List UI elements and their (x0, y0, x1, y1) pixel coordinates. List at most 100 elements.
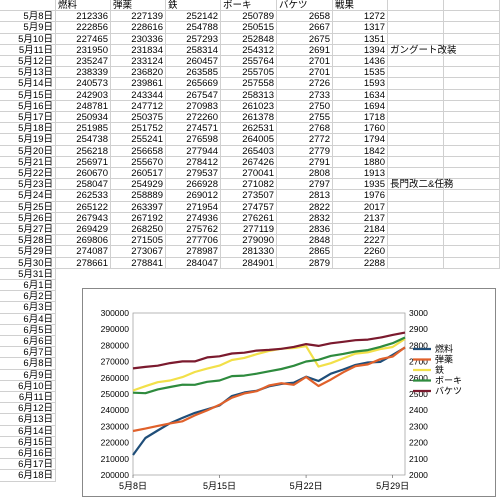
value-cell[interactable]: 257293 (166, 33, 221, 45)
value-cell[interactable]: 2832 (277, 212, 333, 224)
value-cell[interactable]: 263585 (166, 67, 221, 79)
value-cell[interactable]: 252142 (166, 11, 221, 23)
date-cell[interactable]: 5月19日 (0, 134, 56, 146)
note-cell[interactable]: ガングート改装 (388, 44, 457, 56)
value-cell[interactable]: 271954 (166, 201, 221, 213)
date-cell[interactable]: 6月8日 (0, 358, 56, 370)
value-cell[interactable]: 2260 (333, 246, 388, 258)
value-cell[interactable]: 265122 (56, 201, 111, 213)
value-cell[interactable]: 251985 (56, 123, 111, 135)
value-cell[interactable]: 250934 (56, 112, 111, 124)
date-cell[interactable]: 5月31日 (0, 268, 56, 280)
value-cell[interactable]: 2288 (333, 257, 388, 269)
note-cell[interactable] (388, 22, 444, 34)
value-cell[interactable]: 1593 (333, 78, 388, 90)
value-cell[interactable]: 2675 (277, 33, 333, 45)
value-cell[interactable]: 269806 (56, 235, 111, 247)
value-cell[interactable]: 256971 (56, 156, 111, 168)
value-cell[interactable]: 264005 (221, 134, 277, 146)
note-cell[interactable] (388, 33, 444, 45)
value-cell[interactable]: 2808 (277, 168, 333, 180)
value-cell[interactable]: 262531 (221, 123, 277, 135)
value-cell[interactable]: 267547 (166, 89, 221, 101)
empty-cell[interactable] (444, 168, 500, 180)
value-cell[interactable]: 270041 (221, 168, 277, 180)
value-cell[interactable]: 2768 (277, 123, 333, 135)
value-cell[interactable]: 258047 (56, 179, 111, 191)
value-cell[interactable]: 2701 (277, 67, 333, 79)
value-cell[interactable]: 275762 (166, 224, 221, 236)
empty-cell[interactable] (444, 100, 500, 112)
value-cell[interactable]: 257558 (221, 78, 277, 90)
value-cell[interactable]: 271505 (111, 235, 166, 247)
date-cell[interactable]: 6月7日 (0, 347, 56, 359)
empty-cell[interactable] (444, 201, 500, 213)
date-cell[interactable]: 6月3日 (0, 302, 56, 314)
date-cell[interactable]: 6月12日 (0, 403, 56, 415)
date-cell[interactable]: 5月28日 (0, 235, 56, 247)
value-cell[interactable]: 2772 (277, 134, 333, 146)
value-cell[interactable]: 267192 (111, 212, 166, 224)
value-cell[interactable]: 1272 (333, 11, 388, 23)
value-cell[interactable]: 265403 (221, 145, 277, 157)
value-cell[interactable]: 233124 (111, 56, 166, 68)
value-cell[interactable]: 250515 (221, 22, 277, 34)
value-cell[interactable]: 273507 (221, 190, 277, 202)
header-cell[interactable] (444, 0, 500, 12)
value-cell[interactable]: 1935 (333, 179, 388, 191)
empty-cell[interactable] (444, 134, 500, 146)
value-cell[interactable]: 277706 (166, 235, 221, 247)
date-cell[interactable]: 5月17日 (0, 112, 56, 124)
value-cell[interactable]: 2836 (277, 224, 333, 236)
value-cell[interactable]: 254312 (221, 44, 277, 56)
value-cell[interactable]: 276261 (221, 212, 277, 224)
value-cell[interactable]: 1634 (333, 89, 388, 101)
date-cell[interactable]: 6月16日 (0, 448, 56, 460)
value-cell[interactable]: 2750 (277, 100, 333, 112)
empty-cell[interactable] (444, 246, 500, 258)
value-cell[interactable]: 272260 (166, 112, 221, 124)
value-cell[interactable]: 2755 (277, 112, 333, 124)
value-cell[interactable]: 263397 (111, 201, 166, 213)
note-cell[interactable] (388, 212, 444, 224)
value-cell[interactable]: 2726 (277, 78, 333, 90)
line-chart[interactable]: 200000 210000 220000 230000 240000 250000 2600… (82, 288, 496, 497)
empty-cell[interactable] (444, 56, 500, 68)
date-cell[interactable]: 6月10日 (0, 380, 56, 392)
value-cell[interactable]: 1394 (333, 44, 388, 56)
date-cell[interactable]: 6月17日 (0, 459, 56, 471)
date-cell[interactable]: 5月20日 (0, 145, 56, 157)
note-cell[interactable] (388, 67, 444, 79)
note-cell[interactable] (388, 78, 444, 90)
date-cell[interactable]: 5月9日 (0, 22, 56, 34)
date-cell[interactable]: 5月26日 (0, 212, 56, 224)
value-cell[interactable]: 251752 (111, 123, 166, 135)
value-cell[interactable]: 1718 (333, 112, 388, 124)
note-cell[interactable]: 長門改二&任務 (388, 179, 454, 191)
value-cell[interactable]: 269429 (56, 224, 111, 236)
value-cell[interactable]: 271082 (221, 179, 277, 191)
note-cell[interactable] (388, 89, 444, 101)
note-cell[interactable] (388, 56, 444, 68)
value-cell[interactable]: 278841 (111, 257, 166, 269)
date-cell[interactable]: 6月2日 (0, 291, 56, 303)
value-cell[interactable]: 2137 (333, 212, 388, 224)
value-cell[interactable]: 2733 (277, 89, 333, 101)
note-cell[interactable] (388, 201, 444, 213)
date-cell[interactable]: 6月5日 (0, 324, 56, 336)
note-cell[interactable] (388, 11, 444, 23)
value-cell[interactable]: 255670 (111, 156, 166, 168)
value-cell[interactable]: 255764 (221, 56, 277, 68)
note-cell[interactable] (388, 145, 444, 157)
value-cell[interactable]: 248781 (56, 100, 111, 112)
note-cell[interactable] (388, 100, 444, 112)
date-cell[interactable]: 5月25日 (0, 201, 56, 213)
note-cell[interactable] (388, 156, 444, 168)
empty-cell[interactable] (444, 224, 500, 236)
date-cell[interactable]: 5月8日 (0, 11, 56, 23)
value-cell[interactable]: 231834 (111, 44, 166, 56)
empty-cell[interactable] (444, 22, 500, 34)
note-cell[interactable] (388, 190, 444, 202)
value-cell[interactable]: 260457 (166, 56, 221, 68)
date-cell[interactable]: 5月10日 (0, 33, 56, 45)
